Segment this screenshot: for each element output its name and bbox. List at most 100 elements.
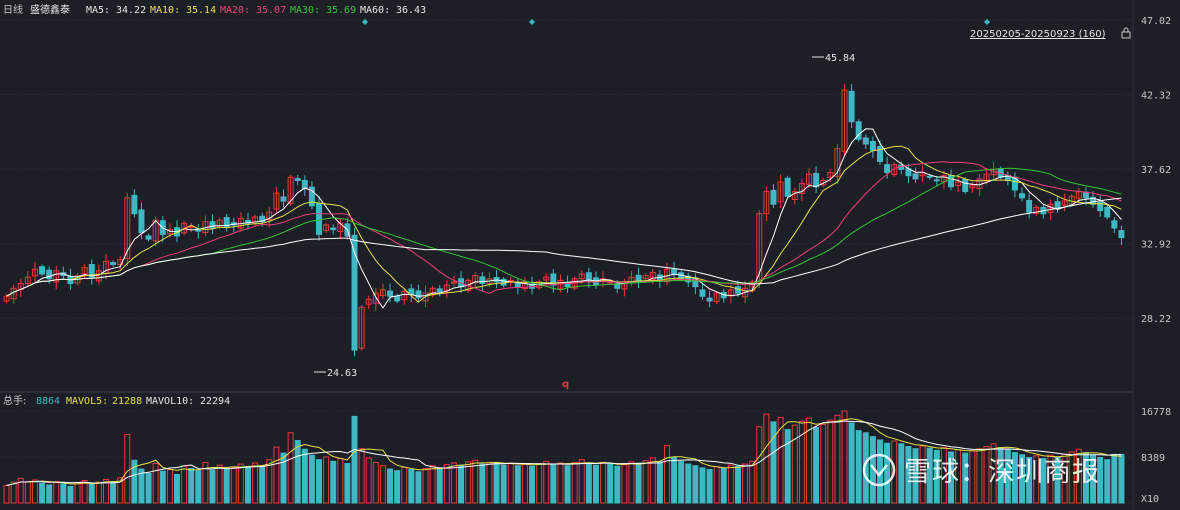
volume-bar[interactable] [884, 442, 891, 504]
volume-bar[interactable] [671, 456, 678, 504]
volume-bar[interactable] [394, 470, 401, 504]
volume-bar[interactable] [500, 464, 507, 504]
lock-icon[interactable] [1121, 27, 1131, 39]
volume-bar[interactable] [450, 462, 457, 504]
volume-bar[interactable] [1068, 451, 1075, 504]
volume-bar[interactable] [1033, 455, 1040, 504]
candle-body[interactable] [316, 202, 322, 235]
candle-body[interactable] [756, 213, 763, 284]
candle-body[interactable] [699, 289, 706, 297]
volume-bar[interactable] [1118, 453, 1125, 504]
candle-body[interactable] [124, 197, 131, 259]
volume-bar[interactable] [145, 472, 152, 504]
volume-bar[interactable] [316, 459, 322, 504]
volume-bar[interactable] [898, 443, 905, 504]
volume-bar[interactable] [259, 465, 266, 504]
candle-body[interactable] [223, 217, 230, 227]
candle-body[interactable] [88, 263, 95, 278]
volume-bar[interactable] [408, 469, 415, 504]
volume-bar[interactable] [678, 460, 685, 504]
volume-bar[interactable] [919, 445, 926, 504]
candle-body[interactable] [472, 275, 479, 284]
candle-body[interactable] [813, 172, 820, 188]
candle-body[interactable] [351, 234, 358, 351]
volume-bar[interactable] [578, 459, 585, 504]
candle-body[interactable] [706, 297, 713, 302]
candle-body[interactable] [713, 292, 720, 303]
candle-body[interactable] [323, 224, 330, 232]
volume-bar[interactable] [1104, 459, 1111, 504]
volume-bar[interactable] [529, 465, 536, 504]
volume-bar[interactable] [592, 464, 599, 504]
volume-bar[interactable] [628, 461, 635, 504]
candle-body[interactable] [642, 275, 649, 280]
volume-bar[interactable] [720, 467, 727, 504]
candle-body[interactable] [820, 179, 827, 186]
candle-body[interactable] [962, 179, 969, 193]
volume-bar[interactable] [117, 477, 124, 504]
candle-body[interactable] [671, 268, 678, 275]
candle-body[interactable] [294, 178, 301, 181]
volume-bar[interactable] [607, 463, 614, 504]
volume-bar[interactable] [46, 484, 53, 504]
candle-body[interactable] [450, 281, 457, 284]
candle-body[interactable] [862, 137, 869, 145]
volume-bar[interactable] [692, 465, 699, 504]
volume-bar[interactable] [308, 454, 315, 504]
volume-bar[interactable] [891, 440, 898, 504]
volume-bar[interactable] [656, 461, 663, 504]
volume-bar[interactable] [365, 457, 372, 504]
candle-body[interactable] [1118, 230, 1125, 239]
volume-bar[interactable] [415, 471, 422, 504]
candle-body[interactable] [110, 262, 117, 265]
volume-bar[interactable] [202, 461, 209, 504]
date-range-label[interactable]: 20250205-20250923 (160) [970, 29, 1106, 40]
candle-body[interactable] [557, 279, 564, 290]
candle-body[interactable] [358, 306, 365, 349]
volume-bar[interactable] [983, 446, 990, 504]
volume-bar[interactable] [230, 466, 237, 504]
volume-bar[interactable] [543, 460, 550, 504]
candle-body[interactable] [372, 292, 379, 304]
volume-bar[interactable] [344, 463, 351, 504]
volume-bar[interactable] [820, 424, 827, 504]
volume-bar[interactable] [926, 447, 933, 504]
volume-bar[interactable] [940, 447, 947, 504]
candle-body[interactable] [507, 279, 514, 282]
candle-body[interactable] [387, 290, 394, 297]
volume-bar[interactable] [237, 463, 244, 504]
candle-body[interactable] [550, 273, 557, 286]
candle-body[interactable] [24, 276, 31, 285]
volume-bar[interactable] [514, 465, 521, 504]
volume-bar[interactable] [798, 420, 805, 504]
volume-bar[interactable] [550, 464, 557, 504]
candle-body[interactable] [841, 89, 848, 152]
event-markers[interactable] [362, 19, 990, 25]
candle-body[interactable] [365, 298, 372, 305]
volume-bar[interactable] [95, 481, 102, 504]
candle-body[interactable] [578, 273, 585, 280]
candle-body[interactable] [131, 194, 138, 215]
volume-bar[interactable] [905, 446, 912, 504]
candle-body[interactable] [401, 290, 408, 301]
candle-body[interactable] [1033, 206, 1040, 214]
volume-bar[interactable] [330, 460, 337, 504]
volume-bar[interactable] [841, 410, 848, 504]
volume-bar[interactable] [1011, 452, 1018, 504]
volume-bar[interactable] [479, 463, 486, 504]
candle-body[interactable] [1026, 199, 1033, 213]
volume-bar[interactable] [948, 451, 955, 504]
volume-bar[interactable] [827, 419, 834, 504]
volume-bar[interactable] [742, 463, 749, 504]
candle-body[interactable] [436, 288, 443, 292]
candle-body[interactable] [280, 196, 287, 202]
volume-bar[interactable] [173, 473, 180, 504]
volume-bar[interactable] [912, 448, 919, 504]
volume-bar[interactable] [1026, 456, 1033, 504]
volume-bar[interactable] [699, 467, 706, 504]
volume-bar[interactable] [67, 486, 74, 504]
volume-bar[interactable] [429, 465, 436, 504]
volume-bar[interactable] [17, 477, 24, 504]
candle-body[interactable] [912, 173, 919, 180]
volume-bar[interactable] [209, 469, 216, 504]
